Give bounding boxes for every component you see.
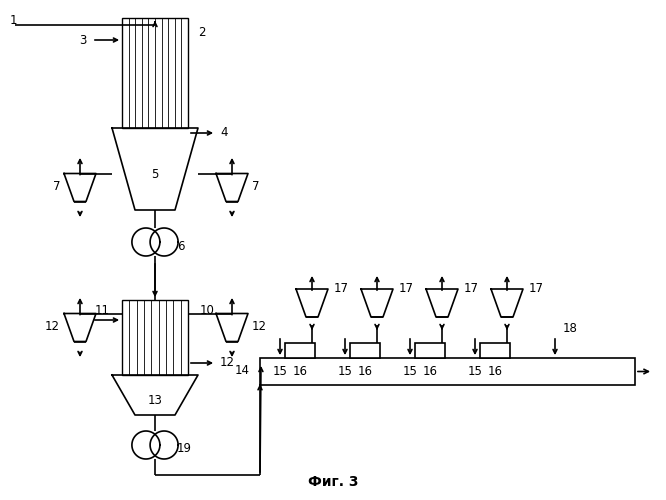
Text: 16: 16	[422, 365, 438, 378]
Text: 7: 7	[252, 180, 260, 194]
Text: 5: 5	[151, 168, 159, 180]
Text: 17: 17	[334, 282, 349, 294]
Bar	[480, 343, 510, 358]
Text: 1: 1	[10, 14, 17, 26]
Text: 19: 19	[177, 442, 192, 456]
Text: 16: 16	[358, 365, 372, 378]
Bar	[122, 300, 188, 375]
Text: 16: 16	[292, 365, 308, 378]
Text: 13: 13	[148, 394, 163, 406]
Text: 11: 11	[95, 304, 110, 316]
Text: 15: 15	[468, 365, 482, 378]
Text: 18: 18	[563, 322, 578, 334]
Text: 12: 12	[252, 320, 267, 334]
Text: 2: 2	[198, 26, 206, 40]
Text: 17: 17	[529, 282, 544, 294]
Text: 12: 12	[220, 356, 235, 370]
Text: 4: 4	[220, 126, 228, 140]
Text: 15: 15	[272, 365, 288, 378]
Text: 10: 10	[200, 304, 215, 316]
Bar	[260, 358, 635, 385]
Text: 3: 3	[80, 34, 87, 46]
Text: 12: 12	[45, 320, 60, 334]
Bar	[285, 343, 315, 358]
Text: 15: 15	[402, 365, 418, 378]
Text: 17: 17	[399, 282, 414, 294]
Bar	[415, 343, 445, 358]
Bar	[122, 18, 188, 128]
Text: 15: 15	[338, 365, 352, 378]
Text: 7: 7	[53, 180, 60, 194]
Text: 14: 14	[235, 364, 250, 378]
Text: 17: 17	[464, 282, 479, 294]
Text: 6: 6	[177, 240, 184, 252]
Text: Фиг. 3: Фиг. 3	[308, 475, 358, 489]
Text: 16: 16	[488, 365, 503, 378]
Bar	[350, 343, 380, 358]
